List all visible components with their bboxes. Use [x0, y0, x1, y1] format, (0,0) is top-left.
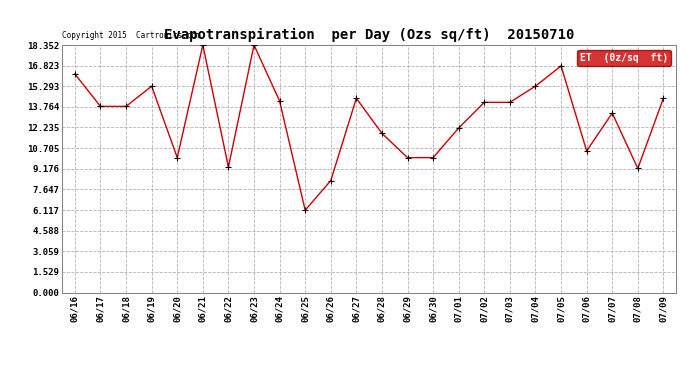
- Title: Evapotranspiration  per Day (Ozs sq/ft)  20150710: Evapotranspiration per Day (Ozs sq/ft) 2…: [164, 28, 574, 42]
- Text: Copyright 2015  Cartronics.com: Copyright 2015 Cartronics.com: [62, 31, 201, 40]
- Legend: ET  (0z/sq  ft): ET (0z/sq ft): [578, 50, 671, 66]
